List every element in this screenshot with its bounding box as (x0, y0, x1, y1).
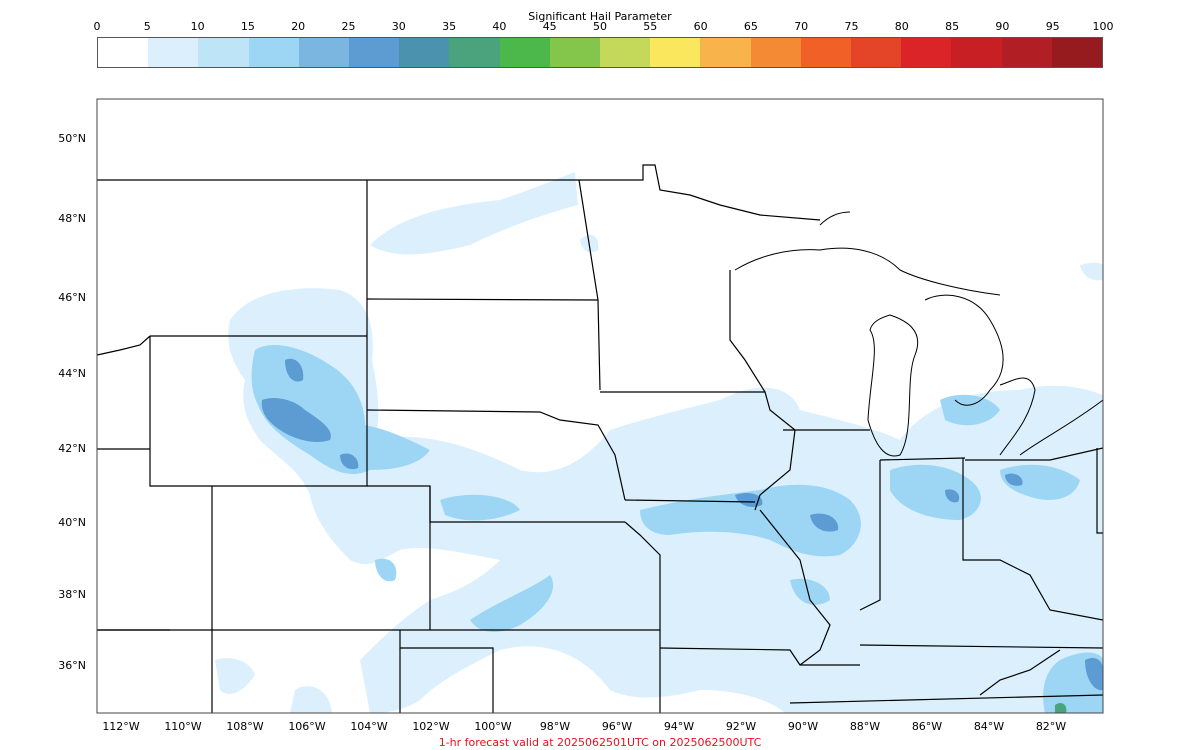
lon-label: 82°W (1036, 720, 1066, 733)
colorbar-swatch (549, 38, 601, 67)
lon-label: 100°W (474, 720, 511, 733)
colorbar-tick-label: 65 (743, 20, 758, 33)
colorbar-swatch (1001, 38, 1052, 67)
state-boundaries (97, 164, 1103, 713)
colorbar-tick-label: 40 (492, 20, 507, 33)
colorbar-tick-label: 30 (391, 20, 406, 33)
lat-label: 50°N (58, 132, 86, 145)
colorbar-tick-label: 10 (190, 20, 205, 33)
lon-label: 104°W (350, 720, 387, 733)
lon-label: 92°W (726, 720, 756, 733)
lon-label: 110°W (164, 720, 201, 733)
lat-label: 40°N (58, 516, 86, 529)
lon-label: 106°W (288, 720, 325, 733)
colorbar-swatch (700, 38, 751, 67)
hail-field-strong (261, 358, 1103, 691)
colorbar-swatch (750, 38, 801, 67)
lat-label: 42°N (58, 442, 86, 455)
colorbar-tick-label: 70 (794, 20, 809, 33)
colorbar-swatch (449, 38, 500, 67)
colorbar-swatch (600, 38, 651, 67)
colorbar-tick-label: 50 (593, 20, 607, 33)
great-lakes (734, 211, 1103, 457)
lon-label: 98°W (540, 720, 570, 733)
latitude-labels: 50°N 48°N 46°N 44°N 42°N 40°N 38°N 36°N (58, 132, 86, 672)
colorbar-swatch (650, 38, 701, 67)
lon-label: 90°W (788, 720, 818, 733)
colorbar-swatch (349, 38, 400, 67)
colorbar-tick-label: 80 (894, 20, 909, 33)
colorbar-tick-label: 35 (442, 20, 457, 33)
colorbar-tick-label: 20 (291, 20, 306, 33)
lon-label: 86°W (912, 720, 942, 733)
hail-field-green (1055, 702, 1067, 713)
colorbar-tick-label: 60 (693, 20, 708, 33)
colorbar-tick-label: 95 (1045, 20, 1060, 33)
colorbar-tick-label: 90 (995, 20, 1010, 33)
colorbar-swatch (901, 38, 952, 67)
forecast-valid-time: 1-hr forecast valid at 2025062501UTC on … (438, 736, 762, 749)
lon-label: 108°W (226, 720, 263, 733)
lon-label: 96°W (602, 720, 632, 733)
colorbar (97, 37, 1103, 68)
colorbar-swatch (499, 38, 550, 67)
lat-label: 44°N (58, 367, 86, 380)
lon-label: 102°W (412, 720, 449, 733)
colorbar-ticks: 0 5 10 15 20 25 30 35 40 45 50 55 60 65 70 75 80 85 90 95 10… (93, 20, 1114, 37)
colorbar-swatch (148, 38, 199, 67)
colorbar-tick-label: 55 (643, 20, 658, 33)
colorbar-tick-label: 85 (945, 20, 960, 33)
colorbar-swatch (198, 38, 249, 67)
lon-label: 94°W (664, 720, 694, 733)
colorbar-swatch (1051, 38, 1103, 67)
colorbar-tick-label: 45 (542, 20, 557, 33)
colorbar-swatch (951, 38, 1002, 67)
colorbar-tick-label: 0 (93, 20, 101, 33)
colorbar-swatch (98, 38, 149, 67)
lat-label: 46°N (58, 291, 86, 304)
lat-label: 36°N (58, 659, 86, 672)
lon-label: 112°W (102, 720, 139, 733)
colorbar-tick-label: 25 (341, 20, 356, 33)
colorbar-tick-label: 100 (1092, 20, 1114, 33)
colorbar-tick-label: 5 (143, 20, 151, 33)
colorbar-swatch (800, 38, 852, 67)
lon-label: 88°W (850, 720, 880, 733)
lon-label: 84°W (974, 720, 1004, 733)
colorbar-tick-label: 75 (844, 20, 859, 33)
colorbar-swatch (399, 38, 450, 67)
colorbar-title: Significant Hail Parameter (528, 10, 672, 23)
colorbar-swatch (298, 38, 350, 67)
map-frame (96, 98, 1104, 714)
lat-label: 48°N (58, 212, 86, 225)
colorbar-swatch (851, 38, 902, 67)
colorbar-tick-label: 15 (240, 20, 255, 33)
lat-label: 38°N (58, 588, 86, 601)
longitude-labels: 112°W 110°W 108°W 106°W 104°W 102°W 100°… (102, 720, 1066, 733)
colorbar-swatch (248, 38, 299, 67)
